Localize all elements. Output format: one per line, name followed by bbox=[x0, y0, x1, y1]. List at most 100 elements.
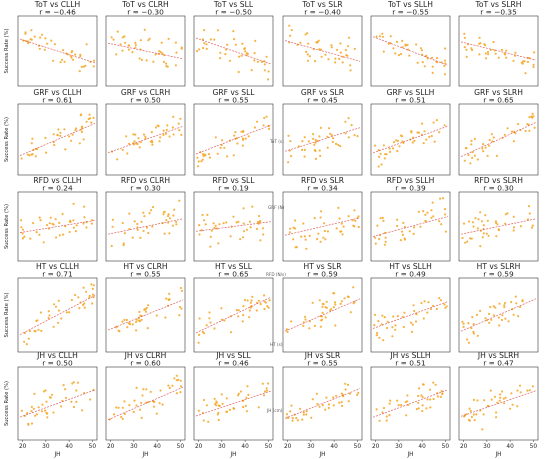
scatter-point bbox=[243, 230, 246, 233]
trend-line bbox=[195, 296, 272, 334]
scatter-point bbox=[526, 60, 530, 64]
scatter-point bbox=[316, 139, 319, 143]
scatter-point bbox=[461, 320, 464, 323]
scatter-point bbox=[178, 129, 181, 132]
scatter-point bbox=[489, 389, 492, 392]
scatter-point bbox=[56, 134, 59, 137]
scatter-point bbox=[201, 153, 204, 156]
scatter-point bbox=[497, 316, 500, 319]
scatter-point bbox=[78, 70, 81, 73]
scatter-point bbox=[439, 197, 442, 200]
scatter-point bbox=[411, 323, 414, 326]
scatter-point bbox=[40, 329, 43, 332]
scatter-point bbox=[469, 162, 472, 165]
scatter-point bbox=[500, 48, 504, 52]
scatter-point bbox=[332, 292, 335, 295]
scatter-point bbox=[375, 334, 378, 337]
scatter-point bbox=[205, 47, 208, 50]
scatter-point bbox=[57, 128, 60, 131]
scatter-point bbox=[135, 404, 138, 407]
scatter-point bbox=[300, 235, 303, 238]
scatter-point bbox=[465, 48, 468, 51]
scatter-point bbox=[443, 303, 446, 306]
x-tick-label: 30 bbox=[483, 444, 491, 450]
scatter-point bbox=[75, 224, 78, 227]
scatter-point bbox=[244, 404, 247, 407]
scatter-point bbox=[167, 384, 170, 387]
scatter-point bbox=[154, 126, 158, 129]
scatter-point bbox=[152, 405, 156, 408]
scatter-point bbox=[466, 338, 469, 341]
scatter-point bbox=[528, 129, 531, 132]
x-tick-label: 30 bbox=[218, 444, 226, 450]
scatter-point bbox=[166, 124, 169, 127]
scatter-point bbox=[88, 113, 91, 116]
scatter-point bbox=[308, 55, 311, 58]
scatter-point bbox=[180, 307, 183, 310]
scatter-point bbox=[23, 340, 26, 343]
scatter-point bbox=[421, 122, 424, 125]
scatter-point bbox=[217, 418, 220, 422]
scatter-point bbox=[214, 136, 217, 139]
scatter-point bbox=[392, 315, 395, 318]
scatter-point bbox=[330, 134, 333, 137]
scatter-point bbox=[243, 298, 246, 302]
scatter-point bbox=[241, 320, 244, 323]
plot-frame bbox=[105, 277, 186, 353]
scatter-point bbox=[391, 326, 394, 329]
scatter-point bbox=[510, 392, 513, 395]
scatter-point bbox=[337, 143, 340, 147]
x-tick-label: 20 bbox=[107, 444, 115, 450]
scatter-point bbox=[305, 410, 308, 413]
panel-title: HT vs SLLH bbox=[389, 262, 432, 271]
scatter-point bbox=[246, 299, 249, 302]
scatter-point bbox=[354, 219, 357, 222]
scatter-point bbox=[497, 228, 500, 231]
scatter-point bbox=[496, 223, 499, 226]
scatter-point bbox=[46, 42, 49, 45]
scatter-point bbox=[382, 50, 385, 53]
scatter-point bbox=[267, 127, 271, 130]
scatter-point bbox=[200, 160, 203, 163]
scatter-point bbox=[58, 234, 61, 237]
scatter-point bbox=[332, 396, 335, 399]
panel-r-label: r = 0.39 bbox=[395, 184, 426, 193]
scatter-point bbox=[306, 32, 309, 35]
scatter-point bbox=[163, 210, 166, 213]
x-tick-label: 50 bbox=[442, 444, 450, 450]
scatter-point bbox=[382, 144, 385, 147]
scatter-point bbox=[143, 215, 146, 218]
scatter-point bbox=[128, 44, 131, 47]
scatter-point bbox=[401, 233, 404, 236]
scatter-point bbox=[228, 59, 232, 62]
scatter-point bbox=[399, 52, 403, 56]
scatter-point bbox=[329, 309, 332, 312]
scatter-point bbox=[132, 410, 135, 413]
scatter-point bbox=[381, 35, 385, 38]
scatter-point bbox=[168, 217, 172, 220]
scatter-point bbox=[198, 224, 201, 227]
scatter-point bbox=[466, 240, 469, 243]
scatter-point bbox=[315, 41, 318, 44]
scatter-point bbox=[54, 305, 58, 308]
scatter-point bbox=[471, 316, 474, 319]
scatter-point bbox=[139, 39, 142, 42]
scatter-point bbox=[379, 152, 382, 155]
scatter-point bbox=[218, 223, 221, 226]
scatter-point bbox=[216, 227, 219, 230]
scatter-point bbox=[111, 225, 114, 228]
scatter-point bbox=[232, 154, 235, 157]
scatter-point bbox=[240, 54, 243, 57]
scatter-point bbox=[212, 222, 215, 225]
panel-r-label: r = 0.45 bbox=[307, 96, 338, 105]
x-tick-label: 20 bbox=[372, 444, 380, 450]
scatter-point bbox=[306, 53, 309, 56]
scatter-point bbox=[46, 416, 49, 419]
scatter-point bbox=[36, 319, 39, 322]
scatter-point bbox=[503, 301, 507, 305]
panel-title: JH vs SLLH bbox=[389, 351, 430, 360]
scatter-point bbox=[347, 400, 350, 403]
scatter-point bbox=[532, 115, 535, 118]
